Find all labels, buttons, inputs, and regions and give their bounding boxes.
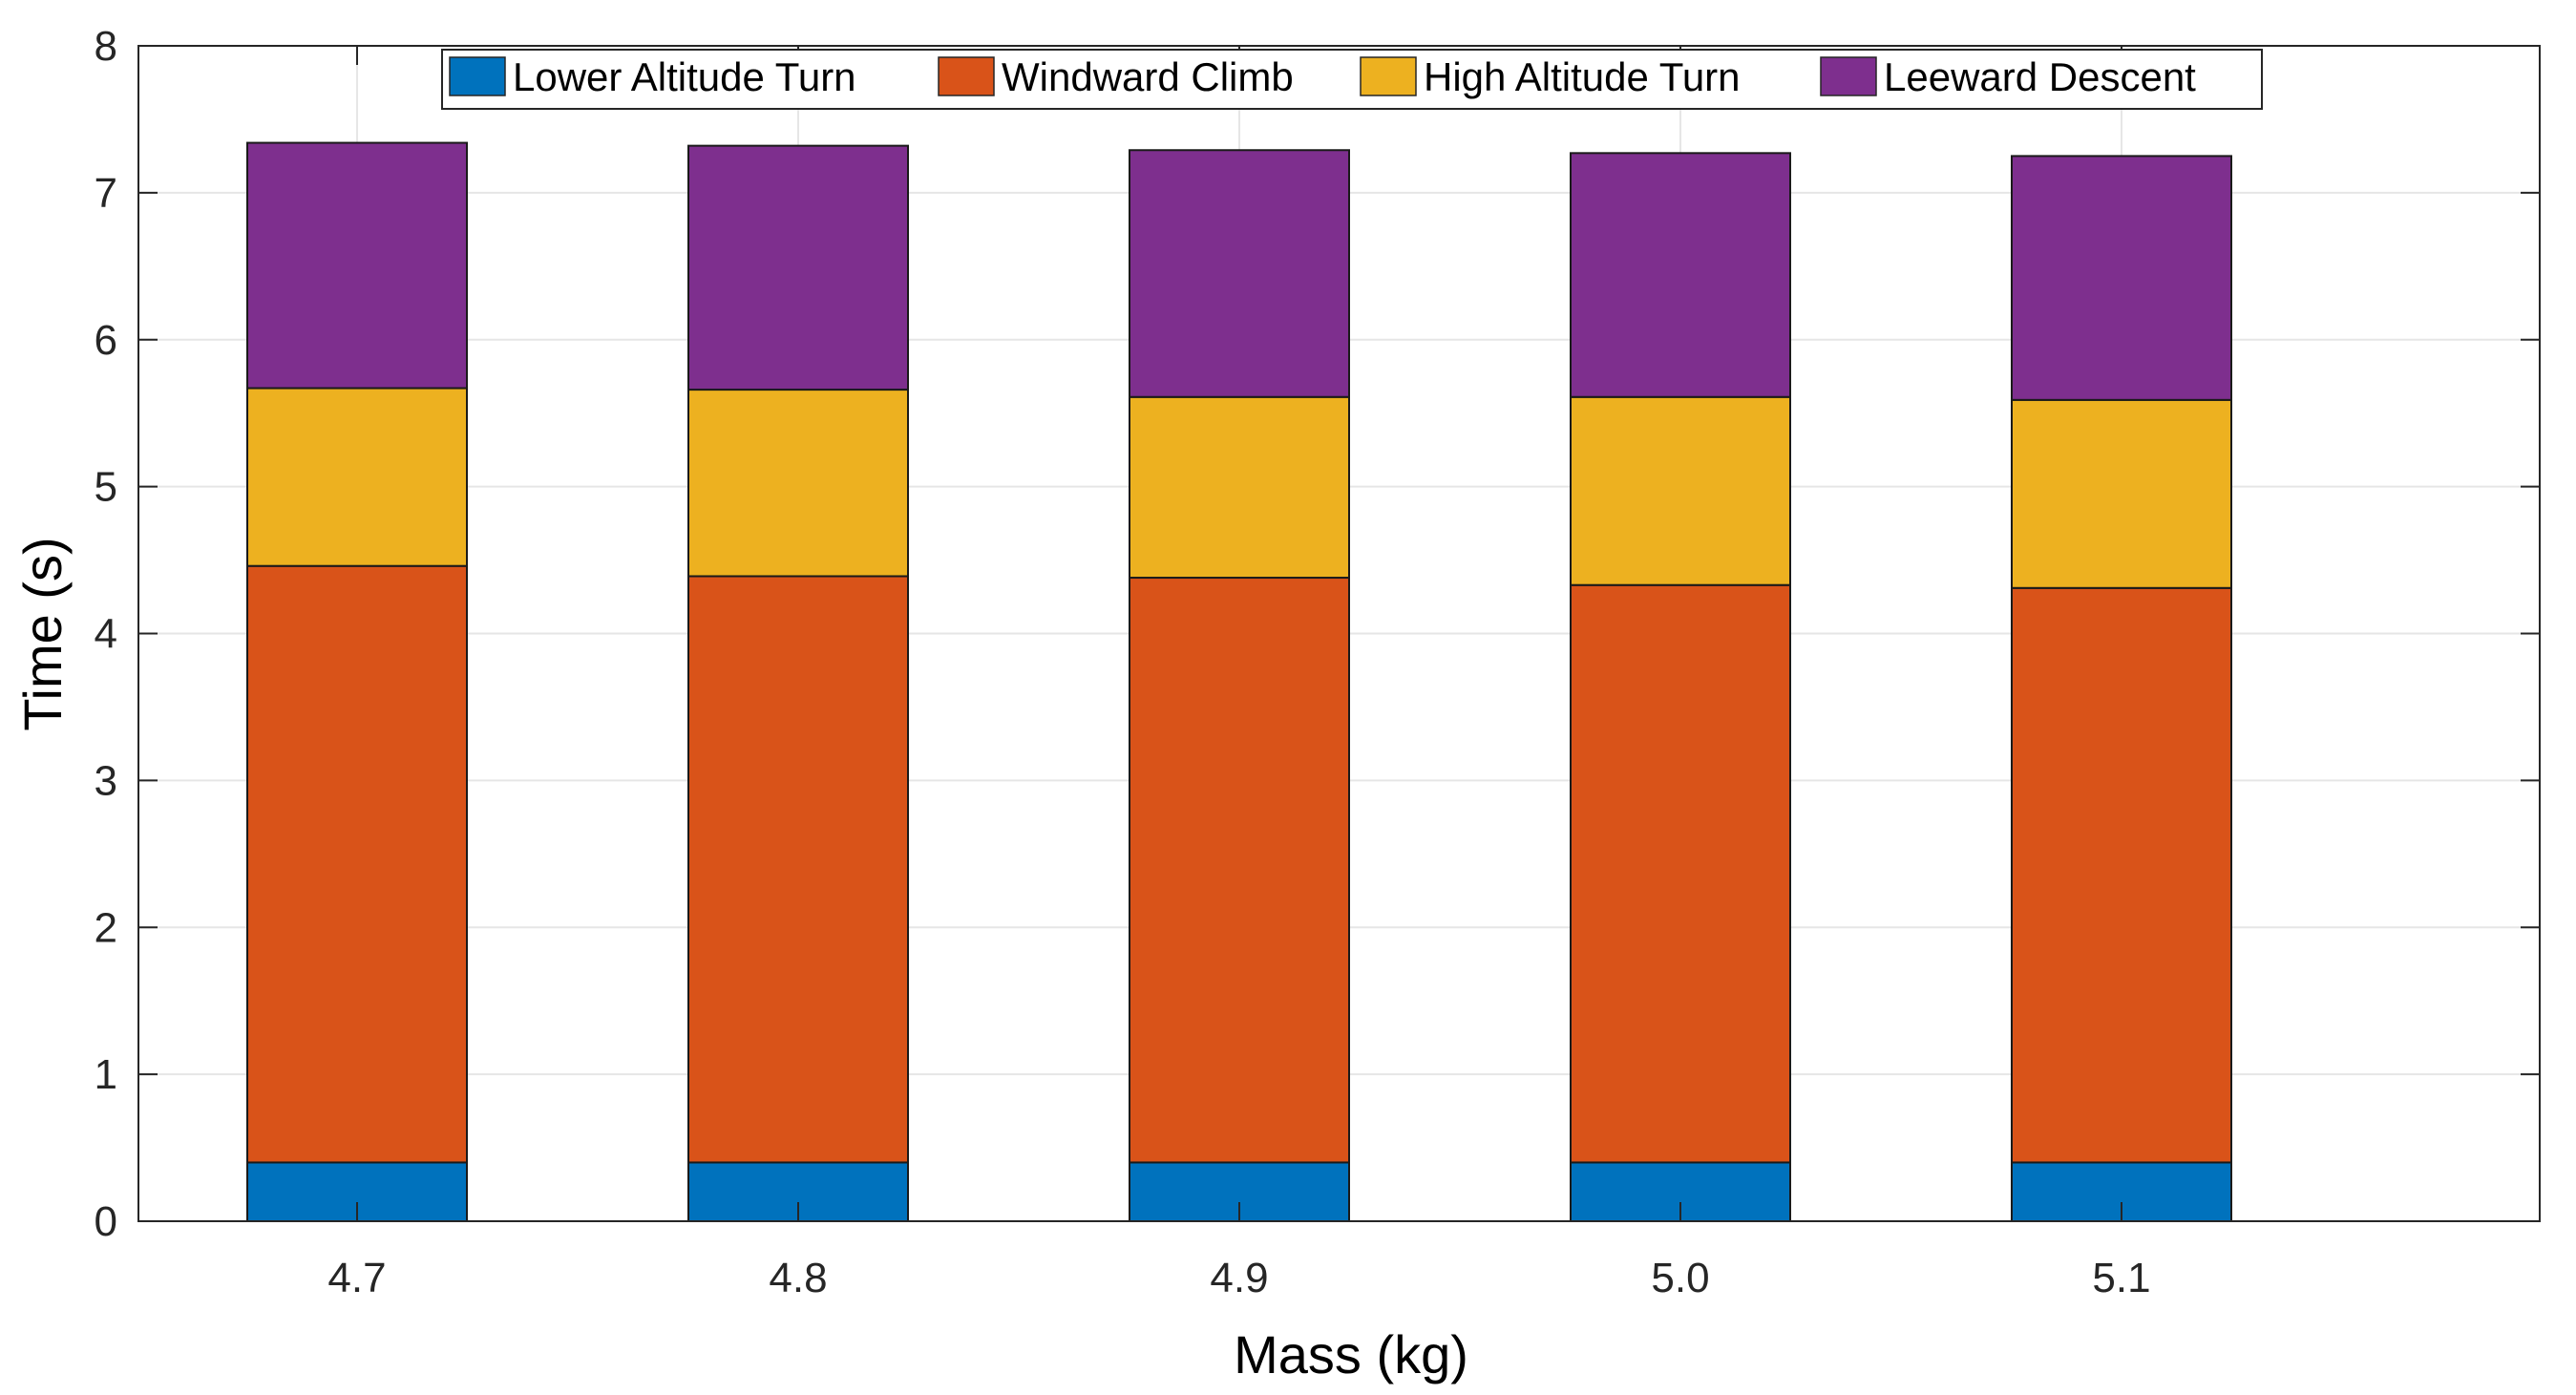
legend-label: High Altitude Turn <box>1424 54 1741 99</box>
legend-swatch-windward-climb <box>938 56 995 96</box>
y-tick-label: 6 <box>95 317 117 364</box>
bar-segment-high-altitude-turn <box>1129 395 1350 580</box>
legend-swatch-leeward-descent <box>1820 56 1877 96</box>
bar-segment-high-altitude-turn <box>246 387 468 567</box>
y-tick-label: 1 <box>95 1051 117 1098</box>
x-tick-label: 5.0 <box>1651 1255 1709 1301</box>
y-tick-label: 3 <box>95 757 117 804</box>
legend-swatch-lower-altitude-turn <box>449 56 506 96</box>
x-tick-label: 5.1 <box>2092 1255 2150 1301</box>
bar-segment-leeward-descent <box>246 141 468 390</box>
bar-segment-leeward-descent <box>1570 152 1791 398</box>
bar-segment-windward-climb <box>246 564 468 1164</box>
x-tick-label: 4.7 <box>327 1255 386 1301</box>
legend-label: Lower Altitude Turn <box>513 54 856 99</box>
y-tick-label: 7 <box>95 170 117 217</box>
y-axis-title: Time (s) <box>12 537 73 730</box>
bar-segment-windward-climb <box>687 575 909 1164</box>
bar-segment-leeward-descent <box>2011 155 2232 401</box>
bar-segment-high-altitude-turn <box>687 389 909 578</box>
bar-segment-leeward-descent <box>687 144 909 391</box>
x-tick-label: 4.9 <box>1210 1255 1268 1301</box>
legend-label: Leeward Descent <box>1884 54 2196 99</box>
x-tick-label: 4.8 <box>769 1255 827 1301</box>
bar-segment-high-altitude-turn <box>1570 395 1791 586</box>
legend-entry: Windward Climb <box>938 54 1294 99</box>
axis-ticks: 0 1 2 3 4 5 6 7 8 4.7 4.8 4.9 5.0 5.1 <box>95 23 2540 1301</box>
bar-segment-leeward-descent <box>1129 149 1350 398</box>
y-tick-label: 0 <box>95 1198 117 1245</box>
y-tick-label: 2 <box>95 904 117 951</box>
bar-segment-windward-climb <box>1570 583 1791 1164</box>
bar-stacks <box>246 141 2232 1222</box>
legend-entry: Lower Altitude Turn <box>449 54 856 99</box>
x-axis-title: Mass (kg) <box>1234 1324 1468 1384</box>
bar-segment-windward-climb <box>1129 577 1350 1164</box>
y-tick-label: 4 <box>95 611 117 658</box>
bar-segment-high-altitude-turn <box>2011 398 2232 589</box>
legend-entry: Leeward Descent <box>1820 54 2196 99</box>
legend-box <box>441 49 2263 110</box>
legend: Lower Altitude Turn Windward Climb High … <box>441 49 2263 110</box>
legend-label: Windward Climb <box>1002 54 1294 99</box>
legend-swatch-high-altitude-turn <box>1360 56 1417 96</box>
legend-entry: High Altitude Turn <box>1360 54 1741 99</box>
y-tick-label: 8 <box>95 23 117 70</box>
bar-segment-windward-climb <box>2011 586 2232 1164</box>
y-tick-label: 5 <box>95 464 117 511</box>
